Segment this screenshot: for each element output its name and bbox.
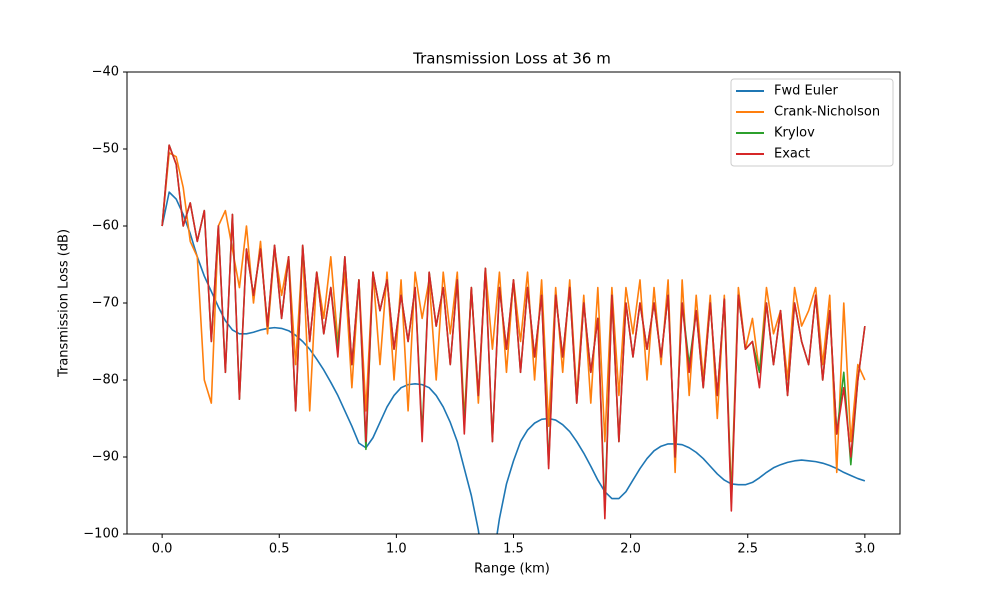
legend-label: Crank-Nicholson <box>774 105 880 120</box>
legend-label: Fwd Euler <box>774 84 839 99</box>
y-tick-label: −90 <box>92 450 119 465</box>
line-series <box>161 144 866 520</box>
x-tick-label: 0.5 <box>269 542 290 557</box>
y-tick-label: −100 <box>83 527 119 542</box>
x-tick-label: 2.5 <box>737 542 758 557</box>
y-tick-label: −80 <box>92 373 119 388</box>
y-tick-label: −60 <box>92 219 119 234</box>
y-tick-label: −40 <box>92 65 119 80</box>
x-axis-label: Range (km) <box>474 562 550 577</box>
plot-lines <box>161 144 866 534</box>
legend-label: Exact <box>774 147 810 162</box>
x-tick-label: 2.0 <box>620 542 641 557</box>
line-series <box>161 191 866 534</box>
legend-label: Krylov <box>774 126 815 141</box>
x-tick-label: 1.0 <box>386 542 407 557</box>
y-tick-label: −50 <box>92 142 119 157</box>
chart-title: Transmission Loss at 36 m <box>412 50 611 68</box>
x-tick-label: 0.0 <box>152 542 173 557</box>
y-tick-label: −70 <box>92 296 119 311</box>
x-tick-label: 1.5 <box>503 542 524 557</box>
x-tick-label: 3.0 <box>855 542 876 557</box>
legend-box <box>730 78 894 167</box>
y-axis-label: Transmission Loss (dB) <box>57 229 72 378</box>
